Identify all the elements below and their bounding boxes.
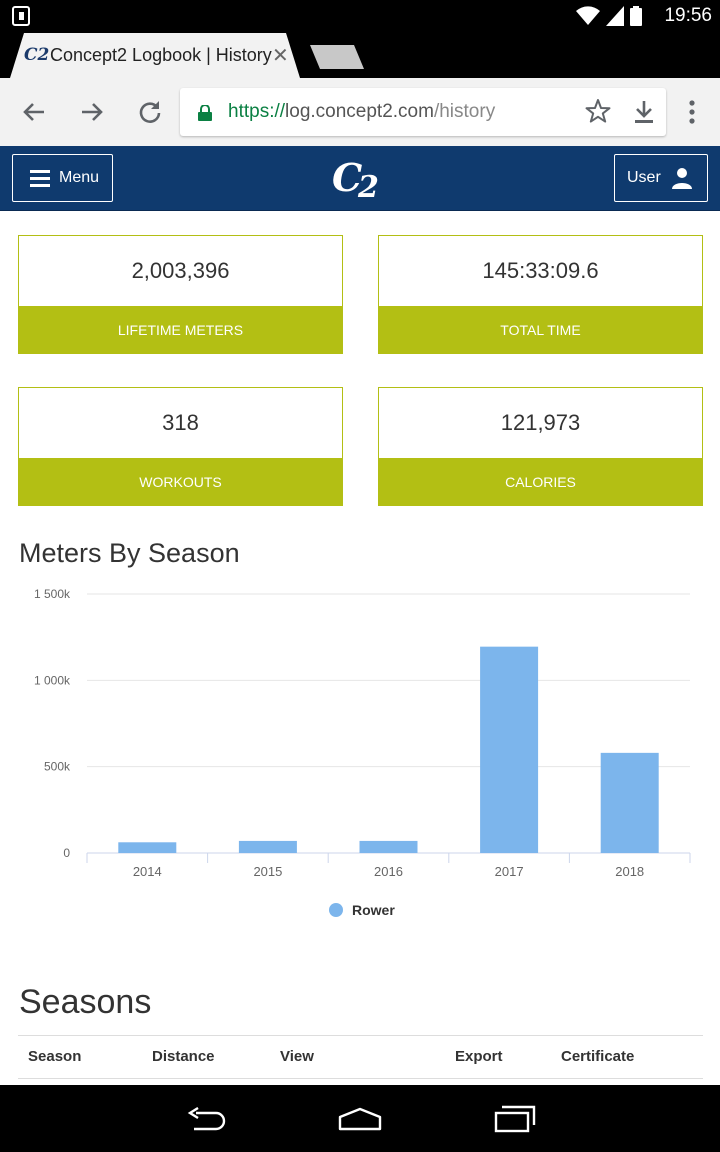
menu-label: Menu (59, 169, 100, 186)
bar-2015 (238, 840, 297, 853)
back-nav-icon[interactable] (186, 1107, 228, 1131)
column-header-export: Export (455, 1048, 503, 1065)
svg-text:C: C (332, 155, 362, 200)
user-label: User (627, 169, 661, 186)
y-tick-label: 0 (63, 846, 70, 860)
stat-value: 318 (162, 410, 199, 435)
notification-icon (12, 6, 30, 26)
legend-label-rower: Rower (352, 902, 395, 918)
tab-title: Concept2 Logbook | History (50, 45, 272, 65)
user-icon (672, 168, 692, 189)
site-header: Menu C 2 User (0, 146, 720, 211)
forward-arrow-icon[interactable] (78, 98, 106, 126)
recents-nav-icon[interactable] (494, 1105, 536, 1133)
svg-text:2: 2 (357, 170, 379, 205)
bar-2017 (480, 646, 539, 853)
tab-strip: C2 Concept2 Logbook | History ✕ (0, 33, 720, 78)
stat-label: LIFETIME METERS (18, 306, 343, 354)
column-header-season[interactable]: Season (28, 1048, 82, 1065)
seasons-table-header: Season Distance View Export Certificate (18, 1035, 703, 1079)
x-tick-label: 2014 (133, 864, 162, 879)
x-tick-label: 2015 (253, 864, 282, 879)
stat-value: 121,973 (500, 410, 581, 435)
status-icons (576, 5, 642, 27)
bar-2014 (118, 842, 177, 853)
home-nav-icon[interactable] (338, 1107, 382, 1131)
stat-card-lifetime-meters: 2,003,396 LIFETIME METERS (18, 235, 343, 354)
stat-value: 2,003,396 (131, 258, 230, 283)
y-tick-label: 1 000k (34, 673, 71, 687)
concept2-logo[interactable]: C 2 (330, 151, 390, 205)
close-tab-icon[interactable]: ✕ (272, 45, 289, 67)
column-header-certificate: Certificate (561, 1048, 635, 1065)
x-tick-label: 2018 (615, 864, 644, 879)
y-tick-label: 500k (44, 760, 71, 774)
user-button[interactable]: User (614, 154, 708, 202)
new-tab-button[interactable] (310, 45, 364, 69)
android-nav-bar (0, 1085, 720, 1152)
status-bar: 19:56 (0, 0, 720, 33)
url-text: https://log.concept2.com/history (228, 101, 496, 122)
wifi-icon (576, 6, 600, 26)
address-bar[interactable]: https://log.concept2.com/history (180, 88, 666, 136)
stat-card-calories: 121,973 CALORIES (378, 387, 703, 506)
bookmark-star-icon[interactable] (585, 98, 611, 124)
browser-toolbar: https://log.concept2.com/history (0, 78, 720, 146)
meters-by-season-chart: 0 500k 1 000k 1 500k 2014 2015 2016 2017 2018 Row… (34, 587, 691, 918)
legend-marker (329, 903, 343, 917)
bar-2016 (359, 840, 418, 853)
stat-card-total-time: 145:33:09.6 TOTAL TIME (378, 235, 703, 354)
column-header-distance[interactable]: Distance (152, 1048, 215, 1065)
lock-icon (198, 105, 212, 121)
overflow-menu-icon[interactable] (689, 100, 695, 124)
clock: 19:56 (664, 5, 712, 26)
hamburger-icon (30, 170, 50, 187)
reload-icon[interactable] (136, 98, 164, 126)
seasons-title: Seasons (19, 983, 152, 1021)
x-tick-label: 2017 (495, 864, 524, 879)
bar-2018 (600, 752, 659, 853)
stat-label: WORKOUTS (18, 458, 343, 506)
browser-tab[interactable]: C2 Concept2 Logbook | History ✕ (10, 33, 300, 78)
battery-icon (630, 6, 642, 26)
stat-label: TOTAL TIME (378, 306, 703, 354)
x-tick-label: 2016 (374, 864, 403, 879)
chart-title: Meters By Season (19, 538, 240, 568)
menu-button[interactable]: Menu (12, 154, 113, 202)
stat-label: CALORIES (378, 458, 703, 506)
column-header-view: View (280, 1048, 314, 1065)
download-icon[interactable] (632, 99, 656, 125)
back-arrow-icon[interactable] (20, 98, 48, 126)
signal-icon (606, 6, 624, 26)
stat-value: 145:33:09.6 (482, 258, 599, 283)
stat-card-workouts: 318 WORKOUTS (18, 387, 343, 506)
y-tick-label: 1 500k (34, 587, 71, 601)
concept2-favicon-icon: C2 (24, 45, 50, 65)
